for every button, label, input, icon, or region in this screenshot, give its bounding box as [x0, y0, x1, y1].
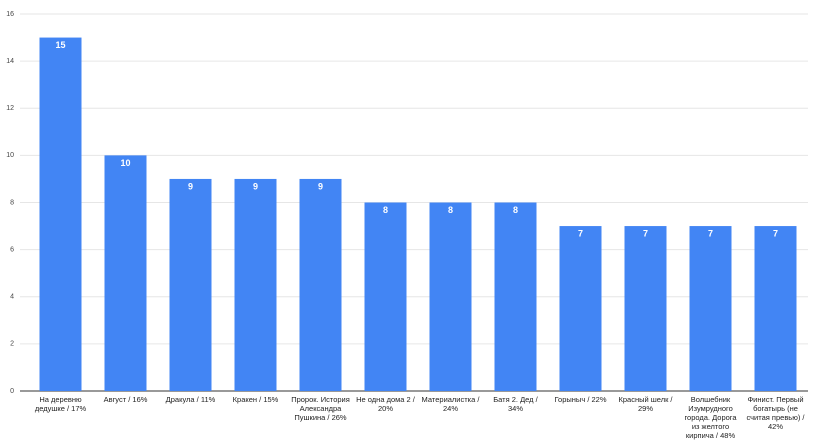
x-tick-label: Красный шелк / 29% [618, 395, 673, 413]
bar [429, 202, 472, 391]
y-tick-label: 14 [6, 58, 14, 65]
bar [689, 226, 732, 391]
y-tick-label: 0 [10, 388, 14, 395]
value-label: 15 [55, 40, 65, 50]
bar [754, 226, 797, 391]
value-label: 7 [773, 228, 778, 238]
bar [234, 178, 277, 391]
y-tick-label: 4 [10, 294, 14, 301]
value-label: 8 [513, 205, 518, 215]
bar [559, 226, 602, 391]
value-label: 7 [578, 228, 583, 238]
bar [624, 226, 667, 391]
value-label: 10 [120, 158, 130, 168]
bar [104, 155, 147, 391]
value-label: 9 [253, 181, 258, 191]
value-label: 7 [708, 228, 713, 238]
value-label: 9 [188, 181, 193, 191]
x-tick-label: Не одна дома 2 / 20% [356, 395, 415, 413]
value-label: 8 [448, 205, 453, 215]
x-tick-label: Материалистка / 24% [421, 395, 480, 413]
y-tick-label: 12 [6, 105, 14, 112]
y-tick-label: 16 [6, 11, 14, 18]
bar [39, 37, 82, 391]
value-label: 7 [643, 228, 648, 238]
bar [299, 178, 342, 391]
y-tick-label: 6 [10, 246, 14, 253]
x-tick-label: Дракула / 11% [165, 395, 216, 404]
bar [494, 202, 537, 391]
x-tick-label: Август / 16% [103, 395, 148, 404]
value-label: 8 [383, 205, 388, 215]
x-tick-label: Пророк. История Александра Пушкина / 26% [291, 395, 350, 422]
x-tick-label: Горыныч / 22% [554, 395, 607, 404]
x-tick-label: Батя 2. Дед / 34% [493, 395, 538, 413]
x-tick-label: Волшебник Изумрудного города. Дорога из … [684, 395, 737, 440]
value-label: 9 [318, 181, 323, 191]
bar [169, 178, 212, 391]
y-tick-label: 2 [10, 341, 14, 348]
x-tick-label: Финист. Первый богатырь (не считая превь… [746, 395, 805, 431]
x-tick-label: На деревню дедушке / 17% [34, 395, 87, 413]
x-tick-label: Кракен / 15% [232, 395, 279, 404]
y-tick-label: 8 [10, 199, 14, 206]
bar [364, 202, 407, 391]
y-tick-label: 10 [6, 152, 14, 159]
